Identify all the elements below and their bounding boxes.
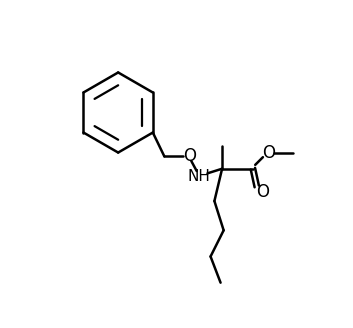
Text: NH: NH (187, 169, 210, 184)
Text: O: O (262, 144, 275, 162)
Text: O: O (183, 147, 196, 165)
Text: O: O (256, 183, 269, 201)
